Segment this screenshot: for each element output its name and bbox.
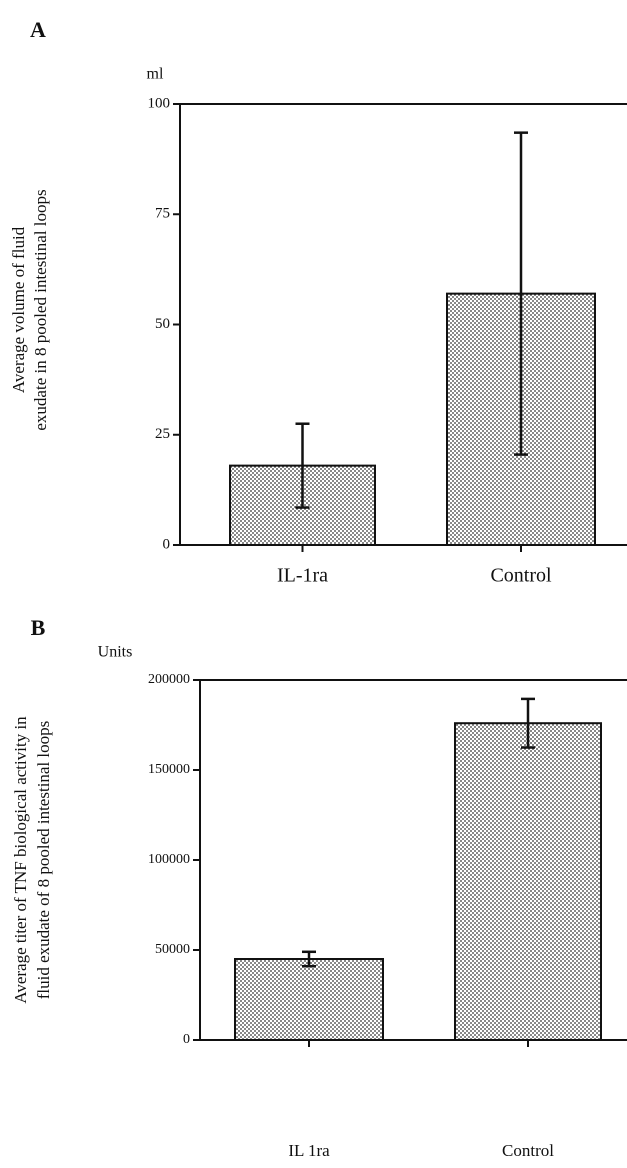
- y-axis-label: Average titer of TNF biological activity…: [11, 716, 30, 1004]
- x-tick-label: Control: [502, 1141, 554, 1160]
- y-tick-label: 50000: [155, 942, 190, 957]
- x-tick-label: IL-1ra: [277, 565, 328, 587]
- y-tick-label: 25: [155, 426, 170, 442]
- y-tick-label: 0: [183, 1032, 190, 1047]
- unit-label: Units: [98, 644, 133, 661]
- bar: [234, 958, 384, 1041]
- y-axis-label: Average volume of fluid: [9, 226, 28, 393]
- error-bar: [514, 131, 528, 456]
- y-tick-label: 75: [155, 206, 170, 222]
- x-tick-label: IL 1ra: [288, 1141, 330, 1160]
- y-tick-label: 100000: [148, 852, 190, 867]
- y-tick-label: 50: [155, 316, 170, 332]
- panel-label: B: [31, 615, 46, 640]
- error-bar: [521, 697, 535, 749]
- x-tick-label: Control: [490, 565, 552, 587]
- y-tick-label: 200000: [148, 672, 190, 687]
- error-bar: [302, 950, 316, 968]
- y-tick-label: 0: [163, 536, 171, 552]
- error-bar: [295, 422, 310, 509]
- y-axis-label: fluid exudate of 8 pooled intestinal loo…: [34, 721, 53, 1000]
- y-tick-label: 100: [148, 95, 171, 111]
- bar: [454, 722, 602, 1041]
- panel-label: A: [30, 17, 46, 42]
- y-tick-label: 150000: [148, 762, 190, 777]
- unit-label: ml: [147, 66, 164, 83]
- y-axis-label: exudate in 8 pooled intestinal loops: [31, 189, 50, 430]
